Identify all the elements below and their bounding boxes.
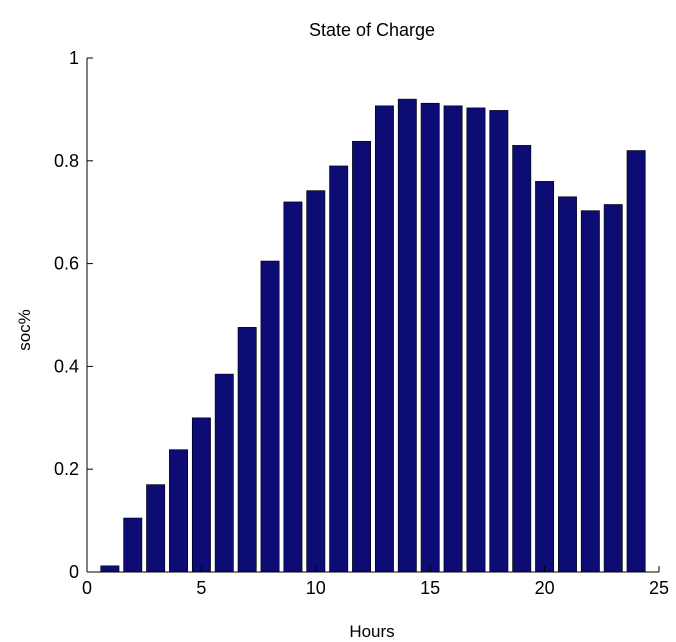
x-tick-label: 5 (196, 578, 206, 598)
x-tick-label: 0 (82, 578, 92, 598)
bar-hour-19 (512, 145, 532, 573)
bar-hour-13 (374, 105, 394, 573)
bar-hour-6 (214, 373, 234, 573)
bar-hour-23 (603, 204, 623, 573)
bar-hour-14 (397, 98, 417, 573)
bar-hour-8 (260, 260, 280, 573)
y-tick-label: 1 (69, 48, 79, 68)
bar-hour-18 (489, 110, 509, 573)
bar-hour-16 (443, 105, 463, 573)
bars-layer (100, 98, 646, 573)
bar-hour-9 (283, 201, 303, 573)
bar-hour-10 (306, 190, 326, 573)
bar-hour-4 (169, 449, 188, 573)
bar-hour-21 (558, 196, 577, 573)
axes-layer: 0 5 10 15 20 25 0 0.2 0.4 0.6 0.8 1 (54, 48, 669, 598)
chart-title: State of Charge (309, 20, 435, 40)
x-tick-label: 10 (306, 578, 326, 598)
bar-hour-17 (466, 107, 486, 573)
bar-hour-2 (123, 517, 143, 573)
bar-hour-1 (100, 565, 120, 573)
y-tick-label: 0.8 (54, 151, 79, 171)
x-tick-label: 25 (649, 578, 669, 598)
bar-hour-11 (329, 165, 349, 573)
bar-hour-20 (535, 181, 555, 573)
bar-hour-7 (237, 327, 257, 573)
bar-hour-3 (146, 484, 166, 573)
bar-hour-12 (352, 140, 372, 573)
bar-hour-22 (580, 210, 600, 573)
x-axis-label: Hours (349, 622, 394, 641)
bar-hour-15 (420, 102, 440, 573)
y-tick-label: 0.4 (54, 356, 79, 376)
y-axis-label: soc% (15, 309, 34, 351)
y-tick-label: 0.2 (54, 459, 79, 479)
y-tick-label: 0.6 (54, 254, 79, 274)
bar-hour-5 (191, 417, 211, 573)
x-tick-label: 20 (535, 578, 555, 598)
y-tick-label: 0 (69, 562, 79, 582)
bar-hour-24 (626, 150, 646, 573)
x-tick-label: 15 (420, 578, 440, 598)
